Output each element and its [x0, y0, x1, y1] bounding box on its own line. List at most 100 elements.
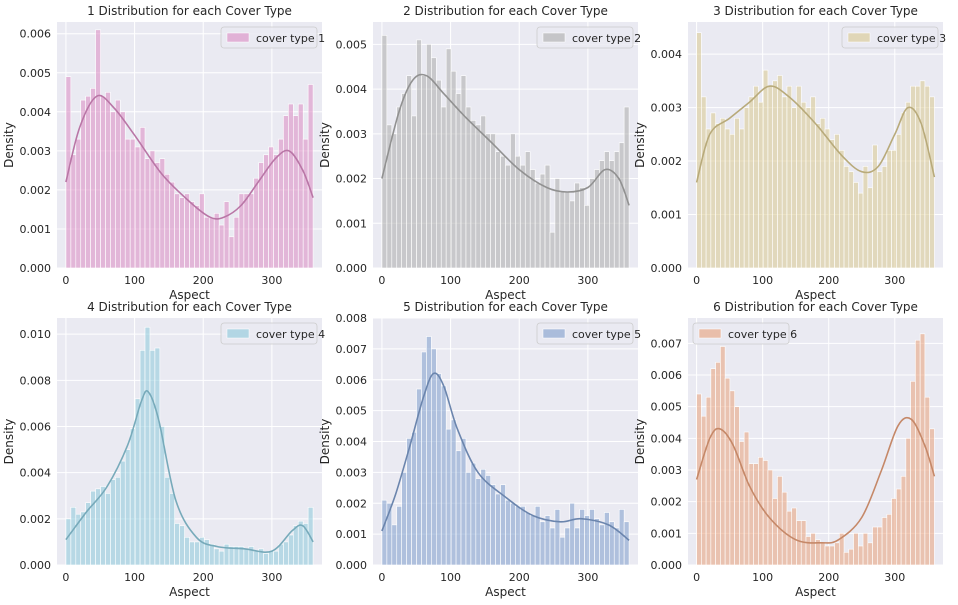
histogram-bar	[105, 91, 111, 269]
histogram-bar	[549, 231, 556, 269]
y-tick-label: 0.002	[20, 513, 52, 526]
histogram-bar	[110, 111, 116, 269]
histogram-bar	[520, 164, 526, 269]
histogram-bar	[228, 546, 235, 566]
y-tick-label: 0.000	[20, 559, 52, 572]
histogram-bar	[858, 192, 864, 269]
histogram-bar	[391, 133, 398, 269]
histogram-bar	[829, 545, 835, 566]
histogram-bar	[867, 187, 873, 269]
histogram-bar	[213, 213, 220, 269]
histogram-bars	[381, 336, 630, 566]
histogram-bar	[411, 431, 417, 566]
histogram-bar	[534, 506, 541, 566]
x-tick-label: 100	[440, 274, 461, 287]
histogram-bar	[144, 326, 151, 566]
histogram-bar	[584, 515, 590, 566]
histogram-bar	[292, 115, 299, 269]
histogram-bar	[149, 150, 156, 269]
y-tick-label: 0.006	[20, 420, 52, 433]
x-tick-label: 0	[62, 274, 69, 287]
x-axis-label: Aspect	[169, 288, 210, 302]
subplot-6: 0.000 0.001 0.002 0.003 0.004 0.005 0.006 0.007…	[633, 300, 943, 599]
x-tick-label: 200	[818, 571, 839, 584]
histogram-bar	[184, 536, 190, 566]
histogram-bar	[129, 428, 136, 566]
histogram-bar	[416, 388, 422, 566]
histogram-bar	[772, 80, 778, 269]
y-axis-label: Density	[633, 122, 647, 168]
legend: cover type 2	[536, 26, 641, 49]
histogram-bar	[431, 57, 437, 269]
histogram-bar	[767, 85, 774, 269]
histogram-bar	[421, 351, 427, 566]
histogram-bar	[475, 124, 482, 269]
histogram-bar	[490, 484, 496, 566]
y-tick-label: 0.002	[651, 496, 683, 509]
legend-swatch	[542, 328, 566, 339]
histogram-bar	[589, 178, 595, 269]
histogram-bar	[549, 527, 556, 566]
histogram-bar	[910, 85, 916, 269]
y-tick-label: 0.010	[20, 328, 52, 341]
legend-label: cover type 2	[572, 32, 641, 45]
histogram-bar	[762, 69, 769, 269]
y-tick-label: 0.006	[20, 28, 52, 41]
x-axis-label: Aspect	[795, 288, 836, 302]
histogram-bar	[406, 75, 412, 269]
y-tick-label: 0.000	[336, 559, 368, 572]
histogram-bar	[623, 521, 630, 566]
histogram-bar	[233, 216, 240, 269]
histogram-bar	[829, 139, 835, 269]
histogram-bar	[705, 396, 712, 566]
legend-label: cover type 4	[256, 328, 325, 341]
histogram-bar	[848, 171, 854, 269]
histogram-bar	[800, 101, 807, 269]
histogram-bar	[618, 142, 625, 269]
histogram-bar	[460, 75, 467, 269]
x-axis-label: Aspect	[485, 288, 526, 302]
legend: cover type 6	[692, 322, 797, 345]
histogram-bar	[529, 169, 536, 269]
subplot-3: 0.000 0.001 0.002 0.003 0.004 0 100 200 300 3 Dis…	[633, 4, 946, 302]
y-tick-label: 0.001	[651, 209, 683, 222]
x-tick-label: 200	[193, 571, 214, 584]
y-tick-label: 0.000	[20, 262, 52, 275]
histogram-bar	[490, 133, 496, 269]
legend: cover type 3	[841, 26, 946, 49]
y-tick-label: 0.000	[651, 559, 683, 572]
histogram-bar	[710, 112, 716, 269]
x-tick-label: 100	[440, 571, 461, 584]
histogram-bars	[381, 35, 630, 269]
histogram-bar	[701, 96, 707, 269]
kde-line	[65, 389, 314, 553]
histogram-bar	[100, 486, 106, 566]
histogram-bar	[539, 173, 546, 269]
histogram-bar	[554, 509, 561, 566]
histogram-bar	[189, 201, 195, 269]
histogram-bar	[886, 150, 892, 269]
x-tick-label: 300	[884, 274, 905, 287]
histogram-bar	[174, 523, 180, 566]
kde-line	[381, 372, 630, 541]
histogram-bar	[791, 507, 797, 566]
histogram-bar	[529, 515, 536, 566]
histogram-bar	[510, 502, 516, 566]
histogram-bar	[594, 518, 600, 566]
legend-label: cover type 1	[256, 32, 325, 45]
histogram-bar	[204, 216, 210, 269]
histogram-bar	[233, 546, 240, 566]
subplot-title: 1 Distribution for each Cover Type	[87, 4, 292, 18]
y-tick-label: 0.005	[20, 67, 52, 80]
histogram-bar	[450, 70, 457, 269]
histogram-bar	[124, 449, 131, 566]
x-tick-label: 300	[261, 274, 282, 287]
histogram-bar	[929, 428, 935, 566]
histogram-bar	[154, 347, 161, 566]
y-tick-label: 0.001	[651, 527, 683, 540]
y-tick-label: 0.008	[20, 374, 52, 387]
histogram-bar	[881, 166, 888, 269]
y-tick-label: 0.002	[651, 155, 683, 168]
x-axis-label: Aspect	[169, 585, 210, 599]
histogram-bar	[579, 509, 585, 566]
